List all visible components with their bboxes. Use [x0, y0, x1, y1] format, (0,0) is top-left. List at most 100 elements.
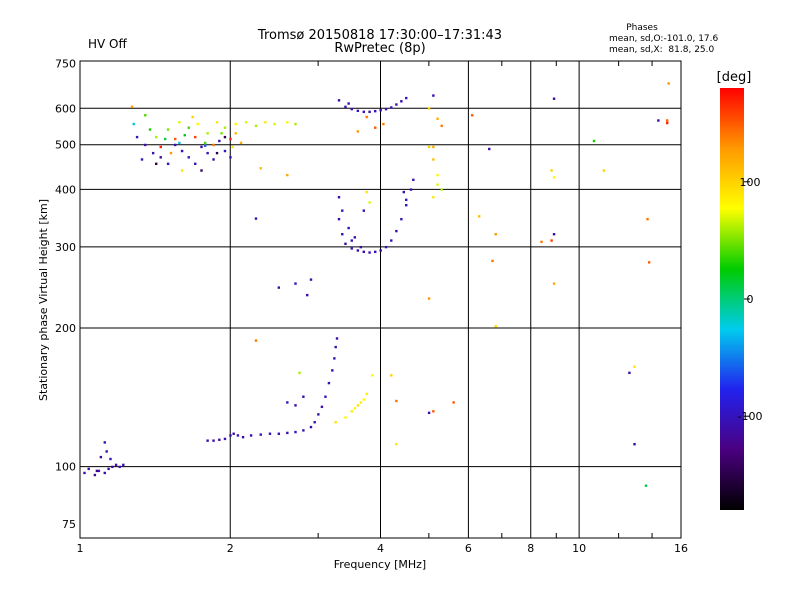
data-point-119 [218, 139, 221, 143]
data-point-53 [356, 404, 360, 407]
data-point-89 [337, 99, 341, 102]
data-point-25 [268, 432, 272, 435]
data-point-5 [107, 467, 110, 471]
data-point-188 [552, 282, 556, 285]
data-point-122 [140, 158, 144, 161]
data-point-23 [249, 434, 253, 437]
x-tick-label-4: 8 [527, 542, 534, 555]
data-point-125 [178, 121, 181, 124]
data-point-59 [395, 442, 398, 446]
data-point-174 [432, 196, 435, 199]
data-point-165 [432, 94, 435, 97]
data-point-57 [334, 421, 337, 424]
data-point-33 [320, 405, 324, 409]
data-point-183 [432, 410, 435, 413]
data-point-130 [223, 126, 227, 129]
x-tick-label-1: 2 [227, 542, 234, 555]
data-point-159 [191, 115, 194, 119]
y-tick-label-3: 300 [55, 241, 76, 254]
data-point-134 [264, 121, 267, 124]
data-point-185 [540, 240, 543, 244]
data-point-18 [223, 437, 227, 441]
chart-title-line-1: Tromsø 20150818 17:30:00–17:31:43 [257, 28, 502, 43]
data-point-145 [159, 145, 162, 149]
data-point-86 [405, 198, 408, 202]
data-point-66 [356, 249, 360, 252]
data-point-63 [341, 233, 344, 236]
data-point-126 [187, 126, 190, 129]
x-tick-label-5: 10 [572, 542, 586, 555]
data-point-176 [488, 147, 491, 151]
data-point-22 [241, 435, 245, 439]
data-point-197 [644, 484, 648, 487]
data-point-35 [327, 381, 331, 385]
data-point-17 [218, 438, 221, 441]
data-point-8 [118, 465, 121, 469]
data-point-110 [159, 156, 162, 159]
data-point-39 [335, 337, 339, 340]
data-point-34 [324, 395, 327, 398]
data-point-164 [130, 105, 134, 109]
data-point-54 [359, 401, 363, 404]
data-point-113 [180, 149, 184, 153]
data-point-131 [234, 122, 238, 126]
data-point-12 [109, 457, 112, 461]
colorbar-tick-label-0: 100 [740, 176, 761, 189]
y-tick-label-4: 400 [55, 183, 76, 196]
data-point-203 [667, 82, 670, 85]
data-point-92 [356, 109, 360, 113]
y-tick-label-6: 600 [55, 102, 76, 115]
data-point-58 [371, 374, 374, 377]
data-point-47 [294, 282, 297, 285]
data-point-111 [166, 162, 170, 166]
data-point-61 [395, 399, 398, 403]
data-point-120 [223, 149, 227, 153]
data-point-21 [236, 434, 240, 437]
data-point-90 [344, 105, 347, 109]
data-point-179 [491, 259, 494, 263]
data-point-70 [379, 249, 382, 252]
data-point-68 [368, 251, 371, 254]
data-point-94 [368, 110, 371, 114]
data-point-29 [302, 429, 305, 432]
data-point-170 [432, 158, 435, 161]
data-point-7 [114, 463, 118, 467]
colorbar-tick-label-1: 0 [747, 293, 754, 306]
data-point-137 [294, 122, 297, 126]
data-point-192 [592, 139, 596, 143]
data-point-193 [602, 169, 606, 172]
data-point-20 [232, 432, 235, 435]
data-point-62 [337, 217, 341, 221]
data-point-167 [436, 117, 439, 120]
data-point-43 [298, 371, 301, 375]
data-point-160 [203, 144, 207, 147]
data-point-143 [231, 145, 234, 149]
hv-status-label: HV Off [88, 37, 127, 51]
data-point-79 [341, 209, 344, 212]
data-point-154 [259, 167, 262, 170]
data-point-50 [344, 416, 347, 419]
plot-frame [79, 60, 682, 539]
data-point-175 [470, 114, 474, 117]
colorbar-tick-labels: 100 0 -100 [738, 176, 763, 423]
data-point-118 [212, 158, 215, 161]
data-point-133 [254, 124, 258, 128]
data-point-2 [93, 473, 97, 477]
data-point-10 [105, 450, 108, 453]
data-point-158 [155, 162, 158, 166]
data-point-136 [286, 121, 289, 124]
data-point-148 [212, 143, 215, 147]
colorbar [720, 88, 744, 510]
data-point-161 [178, 141, 181, 145]
data-point-75 [405, 203, 408, 207]
data-point-123 [155, 135, 158, 139]
data-point-101 [405, 96, 408, 100]
data-point-116 [200, 145, 203, 149]
data-point-146 [173, 137, 177, 141]
data-point-152 [144, 114, 147, 117]
data-point-128 [206, 132, 209, 135]
data-point-9 [122, 463, 125, 467]
data-point-169 [427, 145, 431, 149]
data-point-199 [647, 261, 651, 264]
data-point-46 [277, 286, 281, 289]
